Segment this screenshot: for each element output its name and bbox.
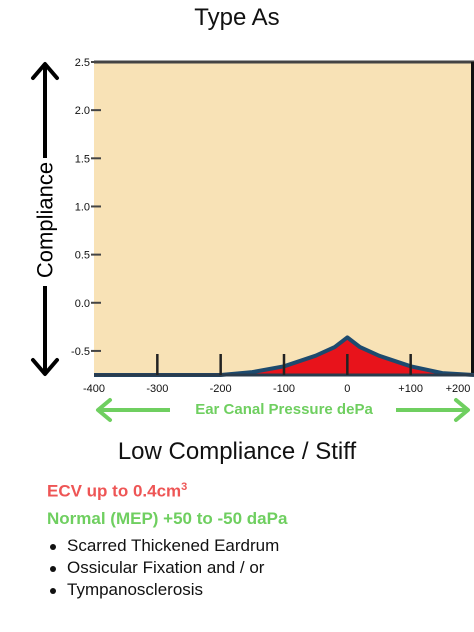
y-tick-label: 0.0 bbox=[75, 298, 90, 310]
arrow-right-icon bbox=[454, 398, 470, 422]
chart-title: Type As bbox=[194, 4, 280, 31]
list-item-text: Tympanosclerosis bbox=[67, 580, 204, 599]
list-item-text: Ossicular Fixation and / or bbox=[67, 558, 265, 577]
x-tick-label: -300 bbox=[146, 383, 168, 395]
y-tick-label: 1.5 bbox=[75, 153, 90, 165]
x-tick-label: -100 bbox=[273, 383, 295, 395]
list-item-text: Scarred Thickened Eardrum bbox=[67, 536, 280, 555]
arrow-up-icon bbox=[31, 62, 59, 80]
compliance-subtitle: Low Compliance / Stiff bbox=[117, 438, 357, 465]
compliance-curve bbox=[94, 335, 474, 377]
causes-list: Scarred Thickened Eardrum Ossicular Fixa… bbox=[47, 535, 279, 601]
y-axis-label: Compliance bbox=[33, 162, 58, 278]
y-tick-label: -0.5 bbox=[71, 346, 90, 358]
y-tick-label: 1.0 bbox=[75, 201, 90, 213]
ecv-text: ECV up to 0.4cm bbox=[47, 481, 182, 501]
plot-background bbox=[94, 62, 474, 375]
x-axis-label-row: Ear Canal Pressure dePa bbox=[94, 396, 474, 426]
x-tick-label: -400 bbox=[83, 383, 105, 395]
arrow-down-icon bbox=[31, 358, 59, 376]
y-tick-label: 0.5 bbox=[75, 250, 90, 262]
bullet-icon bbox=[50, 544, 56, 550]
list-item: Ossicular Fixation and / or bbox=[47, 557, 279, 579]
bullet-icon bbox=[50, 566, 56, 572]
x-tick-label: +200 bbox=[446, 383, 471, 395]
ecv-line: ECV up to 0.4cm3 bbox=[47, 481, 187, 502]
arrow-left-icon bbox=[96, 398, 112, 422]
compliance-peak-fill bbox=[94, 337, 474, 375]
x-tick-label: -200 bbox=[210, 383, 232, 395]
list-item: Scarred Thickened Eardrum bbox=[47, 535, 279, 557]
y-tick-label: 2.0 bbox=[75, 105, 90, 117]
x-axis-label: Ear Canal Pressure dePa bbox=[195, 401, 373, 418]
tympanogram-chart: -400 -300 -200 -100 0 +100 +200 2.5 2.0 1.5 1.0 0.5… bbox=[31, 57, 474, 422]
y-tick-label: 2.5 bbox=[75, 57, 90, 69]
bullet-icon bbox=[50, 588, 56, 594]
x-tick-label: 0 bbox=[344, 383, 350, 395]
list-item: Tympanosclerosis bbox=[47, 579, 279, 601]
mep-line: Normal (MEP) +50 to -50 daPa bbox=[47, 509, 288, 528]
x-tick-label: +100 bbox=[398, 383, 423, 395]
ecv-superscript: 3 bbox=[181, 481, 188, 493]
